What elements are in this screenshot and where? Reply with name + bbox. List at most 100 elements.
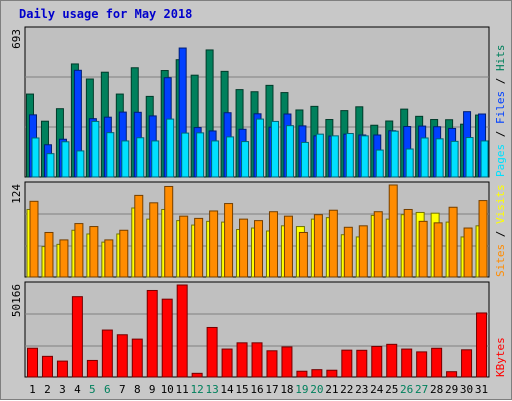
bar-sites-day-12 [194, 217, 204, 278]
bar-kbytes-day-27 [416, 351, 428, 378]
bar-pages-day-9 [151, 140, 160, 178]
bar-kbytes-day-9 [146, 289, 158, 378]
bar-pages-day-7 [121, 140, 130, 178]
x-tick-label-day-11: 11 [176, 383, 189, 396]
bar-sites-day-27 [418, 220, 428, 278]
bar-pages-day-20 [315, 133, 324, 178]
legend-visits: Visits [494, 184, 507, 224]
bar-pages-day-31 [480, 140, 489, 178]
x-tick-label-day-8: 8 [134, 383, 141, 396]
x-tick-label-day-24: 24 [370, 383, 384, 396]
bar-pages-day-11 [181, 132, 190, 178]
bar-sites-day-14 [224, 203, 234, 278]
x-tick-label-day-15: 15 [235, 383, 248, 396]
x-tick-label-day-30: 30 [460, 383, 473, 396]
bar-sites-day-4 [74, 223, 84, 278]
x-tick-label-day-7: 7 [119, 383, 126, 396]
legend-separator: / [494, 71, 507, 91]
bar-sites-day-30 [463, 227, 473, 278]
bar-kbytes-day-18 [281, 346, 293, 378]
bar-kbytes-day-7 [116, 334, 128, 378]
bar-pages-day-25 [390, 130, 399, 178]
bar-sites-day-29 [448, 206, 458, 278]
bar-sites-day-8 [134, 194, 144, 278]
bar-kbytes-day-14 [221, 348, 233, 378]
x-tick-label-day-9: 9 [149, 383, 156, 396]
bar-pages-day-16 [256, 118, 265, 178]
bar-sites-day-3 [59, 239, 69, 278]
bar-kbytes-day-19 [296, 370, 308, 378]
bar-pages-day-21 [330, 135, 339, 178]
bar-pages-day-2 [46, 153, 55, 178]
bar-sites-day-5 [89, 226, 99, 278]
bar-kbytes-day-30 [461, 349, 473, 378]
bar-kbytes-day-8 [131, 338, 143, 378]
bar-sites-day-13 [209, 210, 219, 278]
legend-separator: / [494, 124, 507, 144]
bar-kbytes-day-25 [386, 343, 398, 378]
bar-kbytes-day-2 [41, 355, 53, 378]
bar-kbytes-day-20 [311, 369, 323, 378]
bar-sites-day-26 [403, 208, 413, 278]
bar-sites-day-25 [388, 184, 398, 278]
x-tick-label-day-29: 29 [445, 383, 458, 396]
bar-kbytes-day-29 [446, 371, 458, 378]
bar-sites-day-21 [328, 209, 338, 278]
bar-sites-day-15 [239, 218, 249, 278]
bar-kbytes-day-6 [101, 329, 113, 378]
bar-sites-day-17 [268, 211, 278, 278]
bar-pages-day-18 [285, 125, 294, 178]
bar-kbytes-day-23 [356, 349, 368, 378]
legend-sites: Sites [494, 244, 507, 277]
bar-kbytes-day-1 [27, 347, 38, 378]
bar-kbytes-day-31 [476, 312, 488, 378]
bar-pages-day-24 [375, 149, 384, 178]
bar-sites-day-19 [298, 231, 308, 278]
x-tick-label-day-31: 31 [475, 383, 488, 396]
bar-sites-day-9 [149, 202, 159, 278]
bar-pages-day-1 [31, 137, 40, 178]
bar-kbytes-day-15 [236, 342, 248, 378]
bar-pages-day-17 [270, 120, 279, 178]
x-tick-label-day-27: 27 [415, 383, 428, 396]
bar-pages-day-29 [450, 140, 459, 178]
bar-pages-day-23 [360, 135, 369, 178]
bar-pages-day-28 [435, 138, 444, 178]
bar-sites-day-2 [44, 231, 54, 278]
bar-kbytes-day-17 [266, 350, 278, 378]
panel-kbytes-ymax-label: 50166 [10, 284, 23, 317]
bar-pages-day-15 [241, 141, 250, 178]
bar-kbytes-day-16 [251, 342, 263, 378]
legend-files: Files [494, 91, 507, 124]
bar-pages-day-10 [166, 118, 175, 178]
x-tick-label-day-6: 6 [104, 383, 111, 396]
x-tick-label-day-26: 26 [400, 383, 413, 396]
x-tick-label-day-5: 5 [89, 383, 96, 396]
bar-sites-day-28 [433, 222, 443, 278]
bar-pages-day-5 [91, 120, 100, 178]
x-tick-label-day-22: 22 [340, 383, 353, 396]
bar-pages-day-3 [61, 141, 70, 178]
x-tick-label-day-28: 28 [430, 383, 443, 396]
panel-kbytes-legend: KBytes [494, 337, 507, 377]
legend-separator: / [494, 224, 507, 244]
x-tick-label-day-16: 16 [250, 383, 263, 396]
bar-kbytes-day-11 [176, 284, 188, 378]
x-tick-label-day-17: 17 [265, 383, 278, 396]
x-tick-label-day-13: 13 [205, 383, 218, 396]
bar-pages-day-22 [345, 133, 354, 178]
bar-sites-day-22 [343, 226, 353, 278]
bar-kbytes-day-3 [56, 360, 68, 378]
bar-kbytes-day-5 [86, 359, 98, 378]
chart-title: Daily usage for May 2018 [19, 7, 193, 21]
bar-pages-day-30 [465, 137, 474, 178]
bar-sites-day-16 [254, 220, 264, 278]
x-tick-label-day-14: 14 [220, 383, 234, 396]
bar-pages-day-14 [226, 136, 235, 178]
bar-sites-day-23 [358, 225, 368, 278]
bar-sites-day-31 [478, 200, 488, 278]
bar-pages-day-12 [196, 132, 205, 178]
bar-pages-day-6 [106, 132, 115, 178]
